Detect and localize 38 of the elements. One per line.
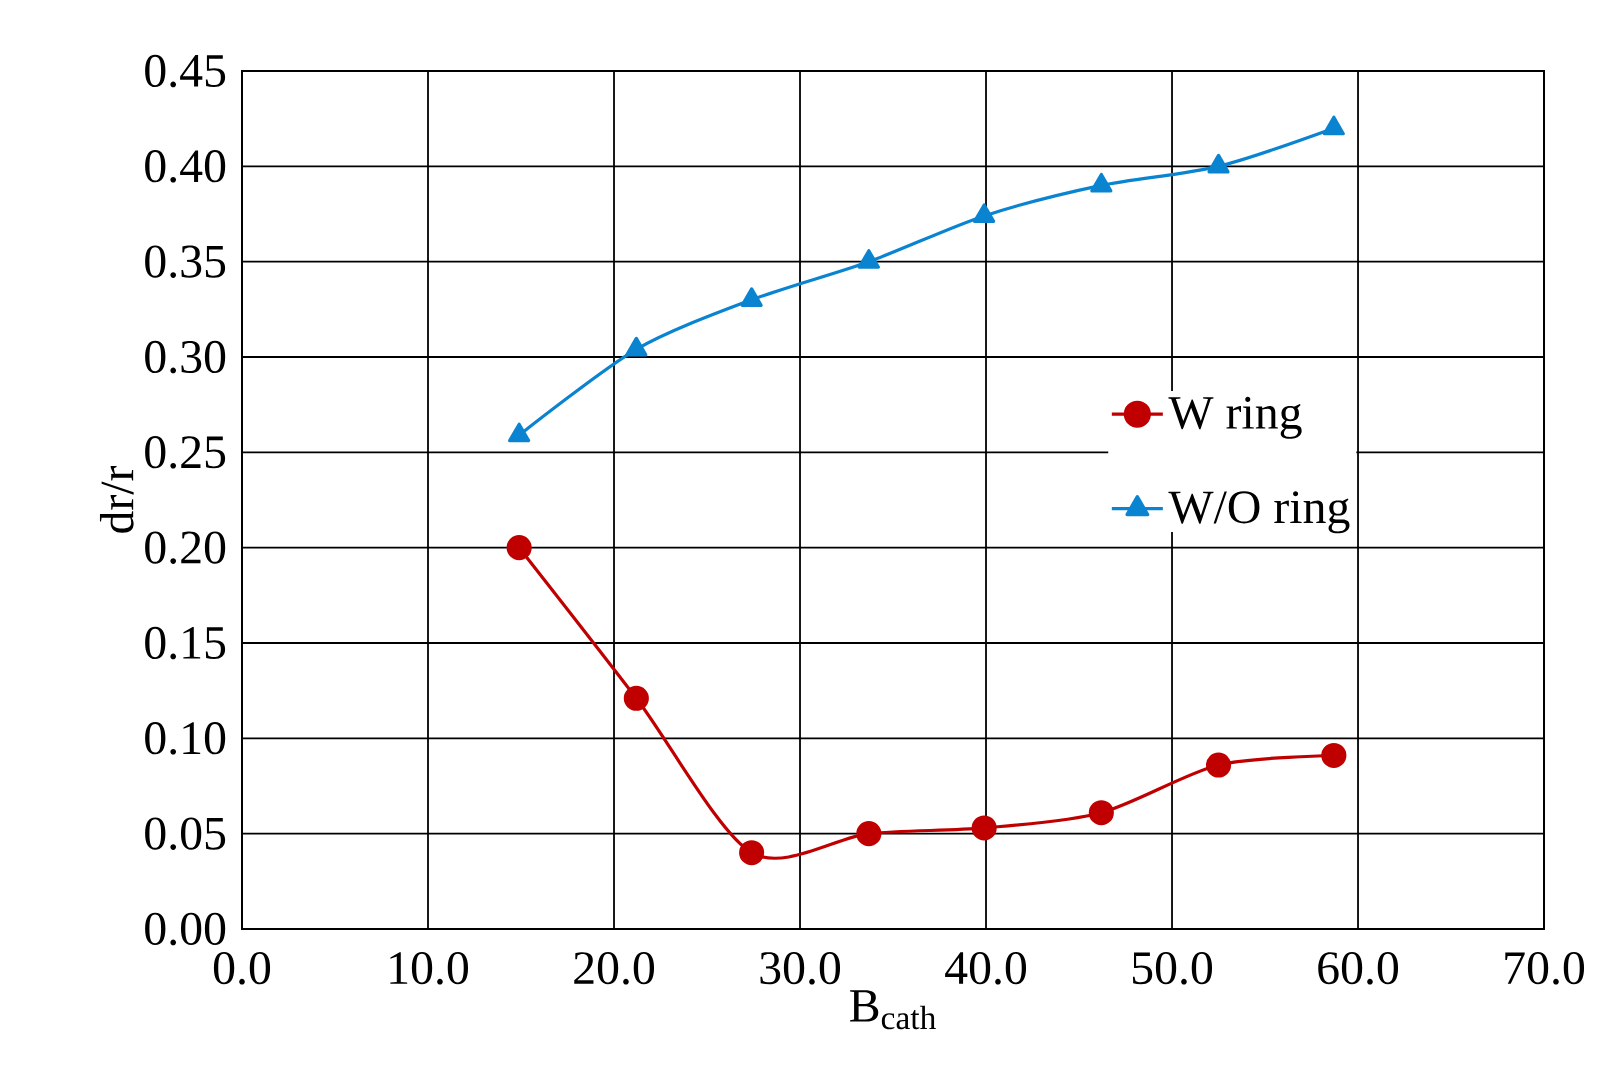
- x-tick-label: 0.0: [213, 951, 271, 985]
- point: [856, 821, 882, 847]
- point: [1321, 742, 1347, 769]
- legend-label: W/O ring: [1168, 491, 1350, 534]
- point: [506, 535, 532, 561]
- point: [973, 203, 996, 223]
- y-tick-label: 0.15: [145, 626, 226, 660]
- point: [740, 287, 763, 307]
- y-axis-title: dr/r: [99, 465, 134, 533]
- x-tick-label: 40.0: [945, 951, 1027, 985]
- x-tick-label: 70.0: [1505, 951, 1585, 985]
- point: [1088, 800, 1114, 826]
- y-tick-label: 0.05: [145, 817, 226, 850]
- x-axis-title: B$_{cath}$: [850, 990, 936, 1030]
- y-tick-label: 0.35: [145, 245, 226, 278]
- point: [1205, 752, 1232, 778]
- y-tick-label: 0.25: [145, 436, 226, 469]
- point: [1090, 172, 1113, 193]
- point: [971, 815, 997, 841]
- x-tick-label: 10.0: [390, 951, 469, 985]
- y-tick-label: 0.30: [145, 340, 226, 374]
- point: [625, 336, 648, 357]
- y-tick-label: 0.00: [145, 912, 226, 946]
- y-tick-label: 0.10: [145, 722, 226, 755]
- y-tick-label: 0.40: [145, 150, 226, 183]
- point: [508, 422, 531, 443]
- point: [739, 840, 765, 866]
- y-tick-label: 0.20: [145, 531, 226, 564]
- point: [1322, 115, 1345, 136]
- x-tick-label: 50.0: [1132, 951, 1213, 985]
- x-tick-label: 20.0: [574, 951, 655, 985]
- point: [1207, 153, 1230, 174]
- x-tick-label: 30.0: [760, 951, 841, 985]
- point: [623, 685, 649, 711]
- point: [857, 249, 880, 269]
- x-tick-label: 60.0: [1318, 951, 1399, 985]
- legend-label: W ring: [1168, 396, 1302, 439]
- y-tick-label: 0.45: [145, 54, 226, 88]
